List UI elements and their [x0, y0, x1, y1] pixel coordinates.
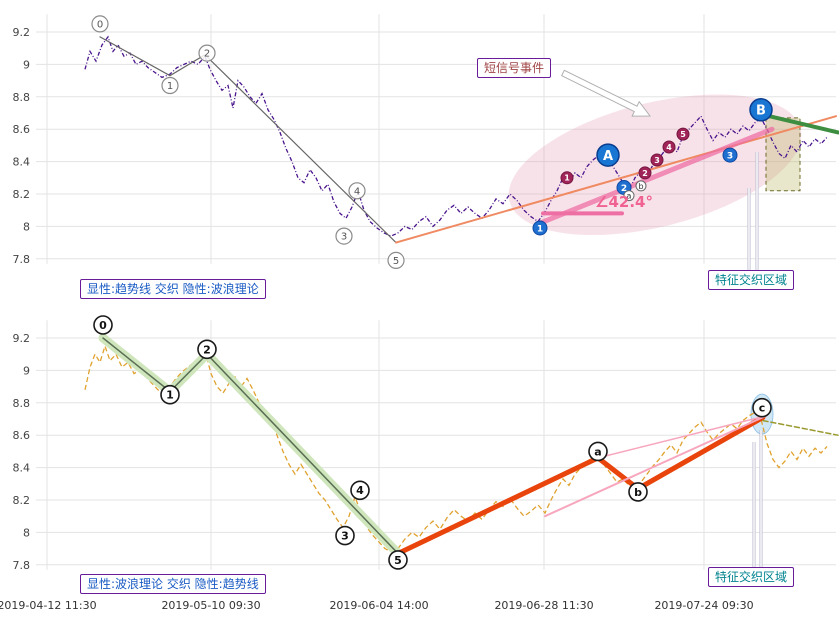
- wave-marker-label: a: [627, 192, 632, 201]
- wave-marker-b[interactable]: [628, 482, 648, 502]
- channel-lower-line[interactable]: [544, 414, 767, 518]
- x-axis-label: 2019-05-10 09:30: [161, 599, 261, 612]
- signal-arrow: [561, 69, 651, 117]
- wave-marker-label: b: [638, 182, 643, 191]
- bottom-chart-caption: 显性:波浪理论 交织 隐性:趋势线: [80, 574, 266, 594]
- wave-marker-3[interactable]: [722, 147, 738, 163]
- wave-marker-1[interactable]: [532, 220, 548, 236]
- y-tick-label: 7.8: [13, 559, 31, 572]
- x-axis-label: 2019-07-24 09:30: [654, 599, 754, 612]
- wave-marker-1[interactable]: [160, 384, 180, 405]
- top-chart-caption: 显性:趋势线 交织 隐性:波浪理论: [80, 279, 266, 299]
- forecast-dashed-line[interactable]: [762, 419, 839, 436]
- wave-marker-0[interactable]: [93, 315, 113, 335]
- wave-marker-c[interactable]: [752, 397, 772, 418]
- x-axis-label: 2019-04-12 11:30: [0, 599, 97, 612]
- wave-marker-3[interactable]: [335, 525, 355, 546]
- y-tick-label: 8.8: [13, 397, 31, 410]
- wave-marker-label: 5: [394, 554, 402, 567]
- wave-marker-label: 3: [341, 530, 349, 543]
- price-line: [84, 344, 828, 553]
- wave-marker-B[interactable]: [749, 98, 773, 122]
- support-trend-line[interactable]: [395, 115, 837, 244]
- wave-marker-label: 4: [354, 186, 360, 197]
- wave-marker-label: 1: [166, 389, 174, 402]
- bottom-feature-zone-label[interactable]: 特征交织区域: [708, 567, 795, 587]
- wave-marker-4[interactable]: [662, 140, 676, 154]
- y-tick-label: 8.8: [13, 91, 31, 104]
- wave-marker-label: 5: [680, 130, 686, 139]
- wave-marker-a[interactable]: [588, 441, 608, 462]
- wave-marker-label: 3: [341, 232, 347, 243]
- wave-marker-5[interactable]: [676, 127, 690, 141]
- y-tick-label: 9: [23, 58, 30, 71]
- wave-marker-4[interactable]: [350, 480, 370, 501]
- y-tick-label: 8: [23, 526, 30, 539]
- angle-label: ∠42.4°: [595, 193, 653, 211]
- wave-marker-0[interactable]: [91, 15, 109, 33]
- price-line: [84, 35, 828, 237]
- wave-marker-label: 1: [167, 81, 173, 92]
- signal-trend-line[interactable]: [537, 126, 775, 226]
- wave-marker-label: A: [603, 149, 613, 164]
- wave-marker-label: c: [759, 402, 766, 415]
- wave-marker-label: 2: [621, 184, 627, 194]
- wave-marker-label: 1: [537, 224, 543, 234]
- x-axis: 2019-04-12 11:30 2019-05-10 09:30 2019-06-…: [0, 599, 839, 617]
- wave-marker-a[interactable]: [623, 190, 635, 202]
- y-tick-label: 9.2: [13, 26, 31, 39]
- wave-marker-label: 1: [564, 174, 570, 183]
- wave-marker-label: 0: [97, 20, 103, 31]
- wave-marker-1[interactable]: [560, 171, 574, 185]
- wave-marker-5[interactable]: [388, 550, 408, 570]
- y-tick-label: 8.4: [13, 462, 31, 475]
- wave-marker-label: 2: [203, 343, 211, 356]
- wave-marker-label: 3: [654, 156, 660, 165]
- signal-event-label[interactable]: 短信号事件: [477, 58, 552, 78]
- wave-trend-line[interactable]: [102, 337, 399, 555]
- wave-marker-2[interactable]: [197, 339, 217, 360]
- wave-marker-label: a: [594, 445, 601, 458]
- wave-marker-label: 4: [666, 143, 672, 152]
- wave-marker-label: 5: [393, 256, 399, 267]
- wave-marker-label: 2: [204, 49, 210, 60]
- wave-marker-3[interactable]: [335, 227, 353, 245]
- wave-marker-b[interactable]: [635, 180, 647, 192]
- channel-upper-line[interactable]: [597, 415, 767, 459]
- wave-marker-3[interactable]: [650, 153, 664, 167]
- wave-marker-label: b: [634, 486, 642, 499]
- wave-marker-label: B: [756, 103, 766, 118]
- wave-trend-line[interactable]: [99, 36, 397, 244]
- x-axis-label: 2019-06-28 11:30: [494, 599, 594, 612]
- chart-svg: 9.298.88.68.48.287.8012345123AB12345ab∠4…: [13, 14, 839, 572]
- wave-marker-A[interactable]: [596, 143, 620, 167]
- y-tick-label: 8.2: [13, 494, 31, 507]
- x-axis-label: 2019-06-04 14:00: [329, 599, 429, 612]
- chart-explicit-wave: 9.2 9 8.8 8.6 8.4 8.2 8 7.8 0 1 2 3 4 5 a b c: [13, 315, 839, 572]
- wave-marker-2[interactable]: [638, 166, 652, 180]
- y-tick-label: 9.2: [13, 332, 31, 345]
- chart-explicit-trendline: 9.298.88.68.48.287.8012345123AB12345ab∠4…: [13, 14, 839, 270]
- wave-marker-label: 4: [356, 484, 364, 497]
- wave-marker-1[interactable]: [161, 76, 179, 95]
- y-tick-label: 7.8: [13, 253, 31, 266]
- impulse-line[interactable]: [395, 414, 766, 556]
- y-tick-label: 8.6: [13, 123, 31, 136]
- wave-marker-label: 3: [727, 151, 733, 161]
- wave-marker-4[interactable]: [348, 182, 366, 200]
- wave-marker-label: 0: [99, 319, 107, 332]
- wave-marker-5[interactable]: [387, 251, 405, 269]
- y-tick-label: 8.4: [13, 156, 31, 169]
- y-tick-label: 8.2: [13, 188, 31, 201]
- y-tick-label: 8.6: [13, 429, 31, 442]
- wave-marker-2[interactable]: [198, 44, 216, 62]
- y-tick-label: 9: [23, 364, 30, 377]
- y-tick-label: 8: [23, 220, 30, 233]
- wave-marker-label: 2: [642, 169, 648, 178]
- top-feature-zone-label[interactable]: 特征交织区域: [708, 270, 795, 290]
